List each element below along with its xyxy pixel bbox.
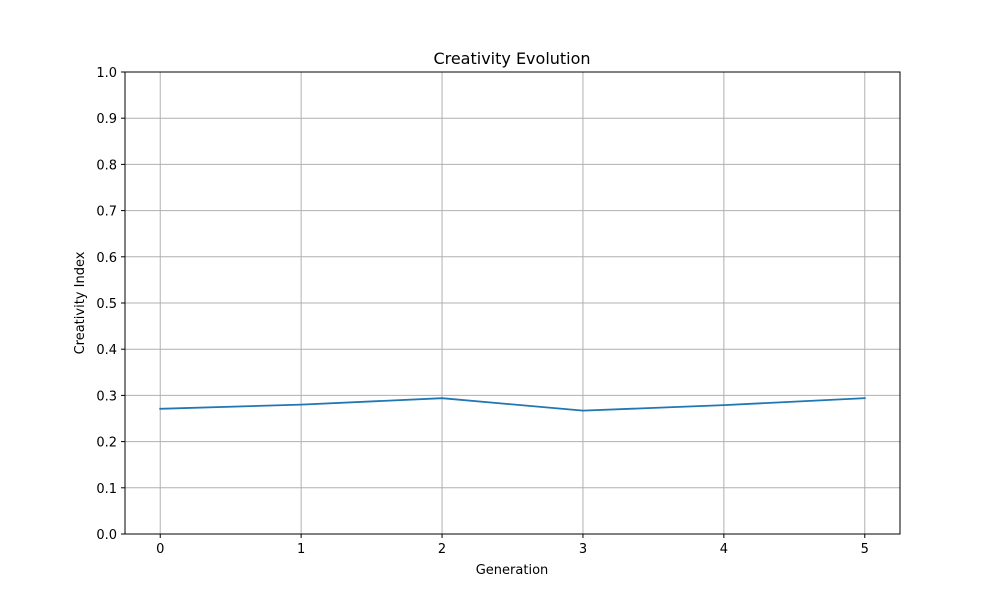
y-tick-label: 0.4 — [96, 343, 117, 358]
y-axis-label: Creativity Index — [73, 251, 88, 354]
y-tick-label: 0.0 — [96, 528, 117, 543]
y-tick-label: 0.9 — [96, 112, 117, 127]
y-tick-label: 0.1 — [96, 482, 117, 497]
y-tick-label: 0.3 — [96, 389, 117, 404]
series-line — [159, 397, 866, 412]
x-tick-label: 5 — [861, 542, 869, 557]
x-tick-label: 1 — [297, 542, 305, 557]
y-tick-label: 0.8 — [96, 158, 117, 173]
y-tick-label: 0.5 — [96, 297, 117, 312]
x-tick-label: 4 — [720, 542, 728, 557]
x-axis-ticks: 0 1 2 3 4 5 — [156, 534, 869, 557]
series-layer — [159, 397, 866, 412]
y-tick-label: 0.7 — [96, 205, 117, 220]
y-axis-ticks: 0.0 0.1 0.2 0.3 0.4 0.5 0.6 0.7 0.8 0.9 1.0 — [96, 66, 125, 543]
grid — [125, 71, 900, 535]
x-axis-label: Generation — [476, 563, 549, 578]
x-tick-label: 2 — [438, 542, 446, 557]
y-tick-label: 0.2 — [96, 436, 117, 451]
x-tick-label: 0 — [156, 542, 164, 557]
x-tick-label: 3 — [579, 542, 587, 557]
chart-title: Creativity Evolution — [433, 49, 590, 68]
y-tick-label: 0.6 — [96, 251, 117, 266]
y-tick-label: 1.0 — [96, 66, 117, 81]
